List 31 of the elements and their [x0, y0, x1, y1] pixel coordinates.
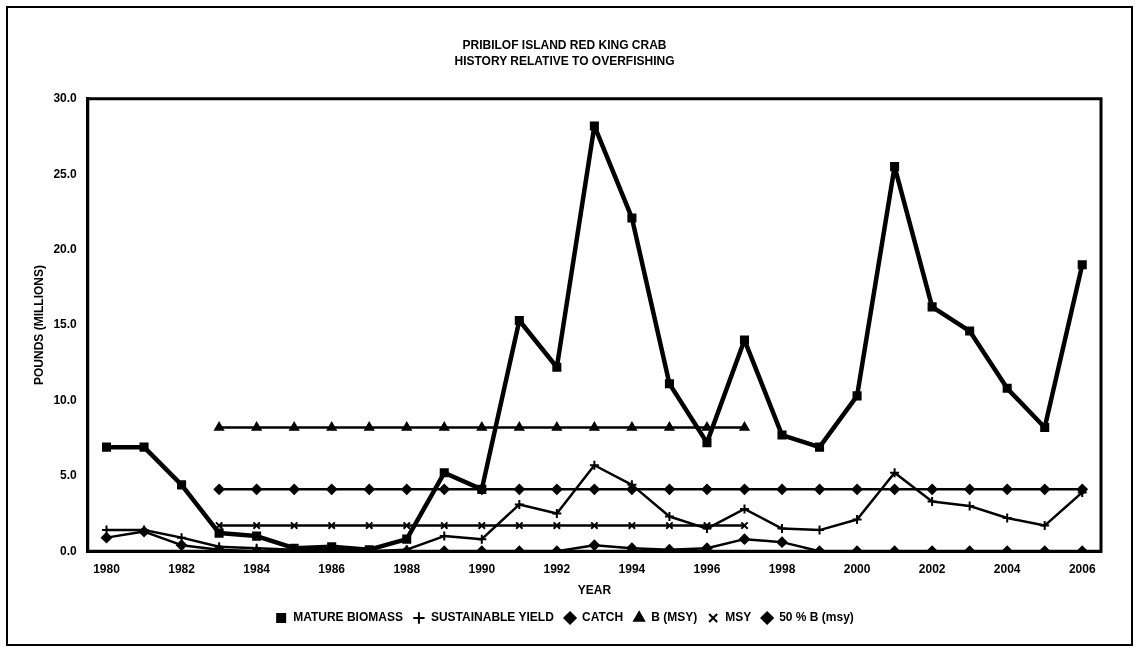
- legend-label: MSY: [725, 610, 752, 625]
- y-axis-title: POUNDS (MILLIONS): [31, 265, 46, 385]
- x-tick-label: 1982: [168, 561, 196, 576]
- y-tick-label: 30.0: [53, 91, 78, 106]
- x-tick-label: 2002: [918, 561, 946, 576]
- legend-label: B (MSY): [651, 610, 698, 625]
- x-tick-label: 1992: [543, 561, 571, 576]
- y-tick-label: 15.0: [53, 317, 78, 332]
- x-tick-label: 1994: [618, 561, 646, 576]
- x-axis-title: YEAR: [577, 583, 612, 598]
- x-tick-label: 1998: [768, 561, 796, 576]
- x-tick-label: 1984: [243, 561, 271, 576]
- chart-subtitle: HISTORY RELATIVE TO OVERFISHING: [454, 53, 675, 68]
- x-tick-label: 2004: [993, 561, 1021, 576]
- legend-label: SUSTAINABLE YIELD: [430, 610, 555, 625]
- x-tick-label: 2000: [843, 561, 871, 576]
- x-tick-label: 1980: [93, 561, 121, 576]
- y-tick-label: 25.0: [53, 166, 78, 181]
- x-tick-label: 1990: [468, 561, 496, 576]
- legend-label: MATURE BIOMASS: [293, 610, 403, 625]
- y-tick-label: 5.0: [60, 468, 78, 483]
- legend-label: CATCH: [582, 610, 624, 625]
- x-tick-label: 2006: [1068, 561, 1096, 576]
- x-tick-label: 1988: [393, 561, 421, 576]
- legend-label: 50 % B (msy): [779, 610, 854, 625]
- y-tick-label: 20.0: [53, 241, 78, 256]
- y-tick-label: 10.0: [53, 392, 78, 407]
- x-tick-label: 1986: [318, 561, 346, 576]
- y-tick-label: 0.0: [60, 543, 78, 558]
- x-tick-label: 1996: [693, 561, 721, 576]
- chart-title: PRIBILOF ISLAND RED KING CRAB: [462, 37, 667, 52]
